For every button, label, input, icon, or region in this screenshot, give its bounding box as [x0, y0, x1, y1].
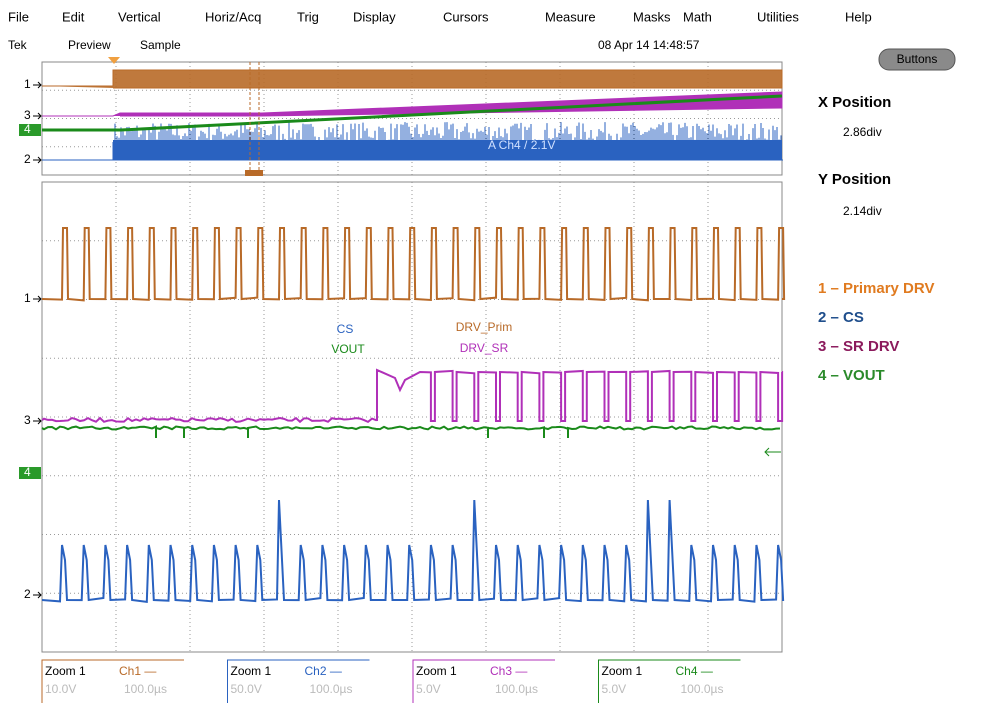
menu-item[interactable]: Trig — [297, 9, 319, 24]
marker-arrow — [33, 591, 42, 599]
y-position-value: 2.14div — [843, 204, 882, 218]
main-window: CS VOUT DRV_Prim DRV_SR 1 3 4 2 — [19, 181, 786, 653]
readout-time: 100.0µs — [495, 682, 538, 696]
channel-marker: 3 — [24, 108, 31, 122]
x-position-value: 2.86div — [843, 125, 882, 139]
legend-entry: 2 – CS — [818, 309, 864, 326]
channel-marker: 4 — [24, 122, 31, 136]
buttons-label[interactable]: Buttons — [897, 52, 938, 66]
buttons-button[interactable] — [878, 48, 956, 71]
readout-frame — [41, 659, 184, 703]
legend-entry: 1 – Primary DRV — [818, 280, 934, 297]
trace-ch3 — [41, 368, 784, 424]
menu-item[interactable]: File — [8, 9, 29, 24]
marker-arrow — [33, 156, 42, 164]
readout-channel: Ch1 — — [119, 664, 156, 678]
channel-marker: 2 — [24, 587, 31, 601]
menu-item[interactable]: Edit — [62, 9, 85, 24]
brand: Tek — [8, 38, 28, 52]
zoom-indicator — [245, 170, 263, 176]
x-position-label: X Position — [818, 94, 891, 111]
readout-time: 100.0µs — [124, 682, 167, 696]
reference-arrow — [764, 447, 781, 457]
channel-marker: 4 — [24, 465, 31, 479]
channel-marker: 3 — [24, 413, 31, 427]
marker-arrow — [33, 295, 42, 303]
menu-item[interactable]: Utilities — [757, 9, 799, 24]
acquisition: Sample — [140, 38, 181, 52]
menu-item[interactable]: Vertical — [118, 9, 161, 24]
readout-channel: Ch3 — — [490, 664, 527, 678]
trace-ch2 — [41, 499, 785, 603]
trigger-readout: A Ch4 / 2.1V — [488, 138, 555, 152]
y-position-label: Y Position — [818, 171, 891, 188]
mode: Preview — [68, 38, 111, 52]
readout-frame — [227, 659, 370, 703]
readout-zoom: Zoom 1 — [602, 664, 643, 678]
channel-marker-box — [19, 124, 41, 136]
readout-time: 100.0µs — [681, 682, 724, 696]
legend-entry: 4 – VOUT — [818, 367, 885, 384]
menu-item[interactable]: Display — [353, 9, 396, 24]
readout-scale: 5.0V — [416, 682, 441, 696]
overview-window: A Ch4 / 2.1V 1 34 2 — [19, 57, 783, 176]
trace-ch1 — [41, 227, 786, 302]
readouts: Zoom 1 Ch1 — 10.0V 100.0µs Zoom 1 Ch2 — 50.0V 1… — [41, 659, 741, 703]
waveform-label: CS — [337, 322, 354, 336]
waveform-label: VOUT — [331, 342, 365, 356]
legend: 1 – Primary DRV 2 – CS 3 – SR DRV 4 – VOUT — [818, 280, 934, 384]
readout-frame — [412, 659, 555, 703]
readout-time: 100.0µs — [310, 682, 353, 696]
marker-arrow — [33, 112, 42, 120]
readout-channel: Ch2 — — [305, 664, 342, 678]
menu-item[interactable]: Masks — [633, 9, 671, 24]
readout-scale: 50.0V — [231, 682, 262, 696]
readout-zoom: Zoom 1 — [45, 664, 86, 678]
trace-ch4 — [42, 94, 783, 132]
trace-ch1 — [42, 69, 783, 89]
channel-marker: 1 — [24, 77, 31, 91]
readout-scale: 5.0V — [602, 682, 627, 696]
frame — [41, 61, 783, 176]
menu-item[interactable]: Help — [845, 9, 872, 24]
datetime: 08 Apr 14 14:48:57 — [598, 38, 700, 52]
menu-item[interactable]: Measure — [545, 9, 596, 24]
menu-item[interactable]: Math — [683, 9, 712, 24]
waveform-label: DRV_SR — [460, 341, 509, 355]
channel-marker: 2 — [24, 152, 31, 166]
legend-entry: 3 – SR DRV — [818, 338, 899, 355]
readout-channel: Ch4 — — [676, 664, 713, 678]
marker-arrow — [33, 417, 42, 425]
menu-item[interactable]: Horiz/Acq — [205, 9, 261, 24]
trigger-marker — [108, 57, 120, 64]
channel-marker: 1 — [24, 291, 31, 305]
trace-ch3 — [42, 91, 783, 117]
menu-bar: File Edit Vertical Horiz/Acq Trig Display Curs… — [8, 9, 872, 24]
readout-zoom: Zoom 1 — [416, 664, 457, 678]
menu-item[interactable]: Cursors — [443, 9, 489, 24]
readout-scale: 10.0V — [45, 682, 76, 696]
trace-ch4 — [41, 425, 781, 438]
waveform-label: DRV_Prim — [456, 320, 512, 334]
readout-frame — [598, 659, 741, 703]
marker-arrow — [33, 81, 42, 89]
readout-zoom: Zoom 1 — [231, 664, 272, 678]
channel-marker-box — [19, 467, 41, 479]
